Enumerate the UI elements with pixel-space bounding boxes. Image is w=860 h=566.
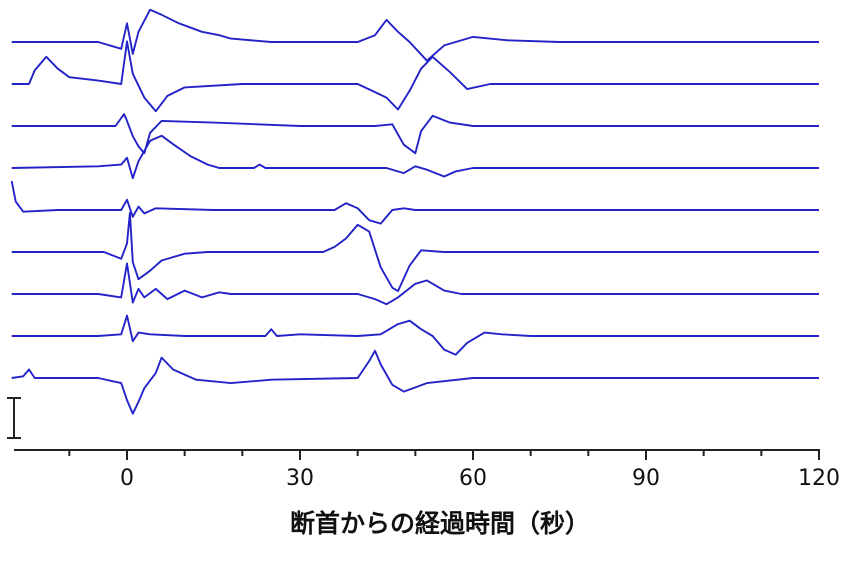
- trace-2: [11, 40, 819, 113]
- trace-6: [11, 211, 819, 293]
- scale-bar: [7, 397, 21, 439]
- trace-7: [11, 262, 819, 306]
- trace-3: [11, 113, 819, 155]
- trace-4: [11, 134, 819, 180]
- x-tick-label: 60: [459, 466, 487, 491]
- x-tick-label: 90: [632, 466, 660, 491]
- trace-8: [11, 314, 819, 356]
- traces-group: [10, 8, 819, 415]
- trace-5: [10, 180, 819, 225]
- x-ticks-group: 0 30 60 90 120: [68, 450, 840, 491]
- trace-1: [11, 8, 819, 62]
- x-tick-label: 30: [286, 466, 314, 491]
- x-axis-label: 断首からの経過時間（秒）: [290, 509, 590, 538]
- trace-9: [11, 349, 819, 415]
- x-tick-label: 120: [798, 466, 840, 491]
- x-tick-label: 0: [120, 466, 134, 491]
